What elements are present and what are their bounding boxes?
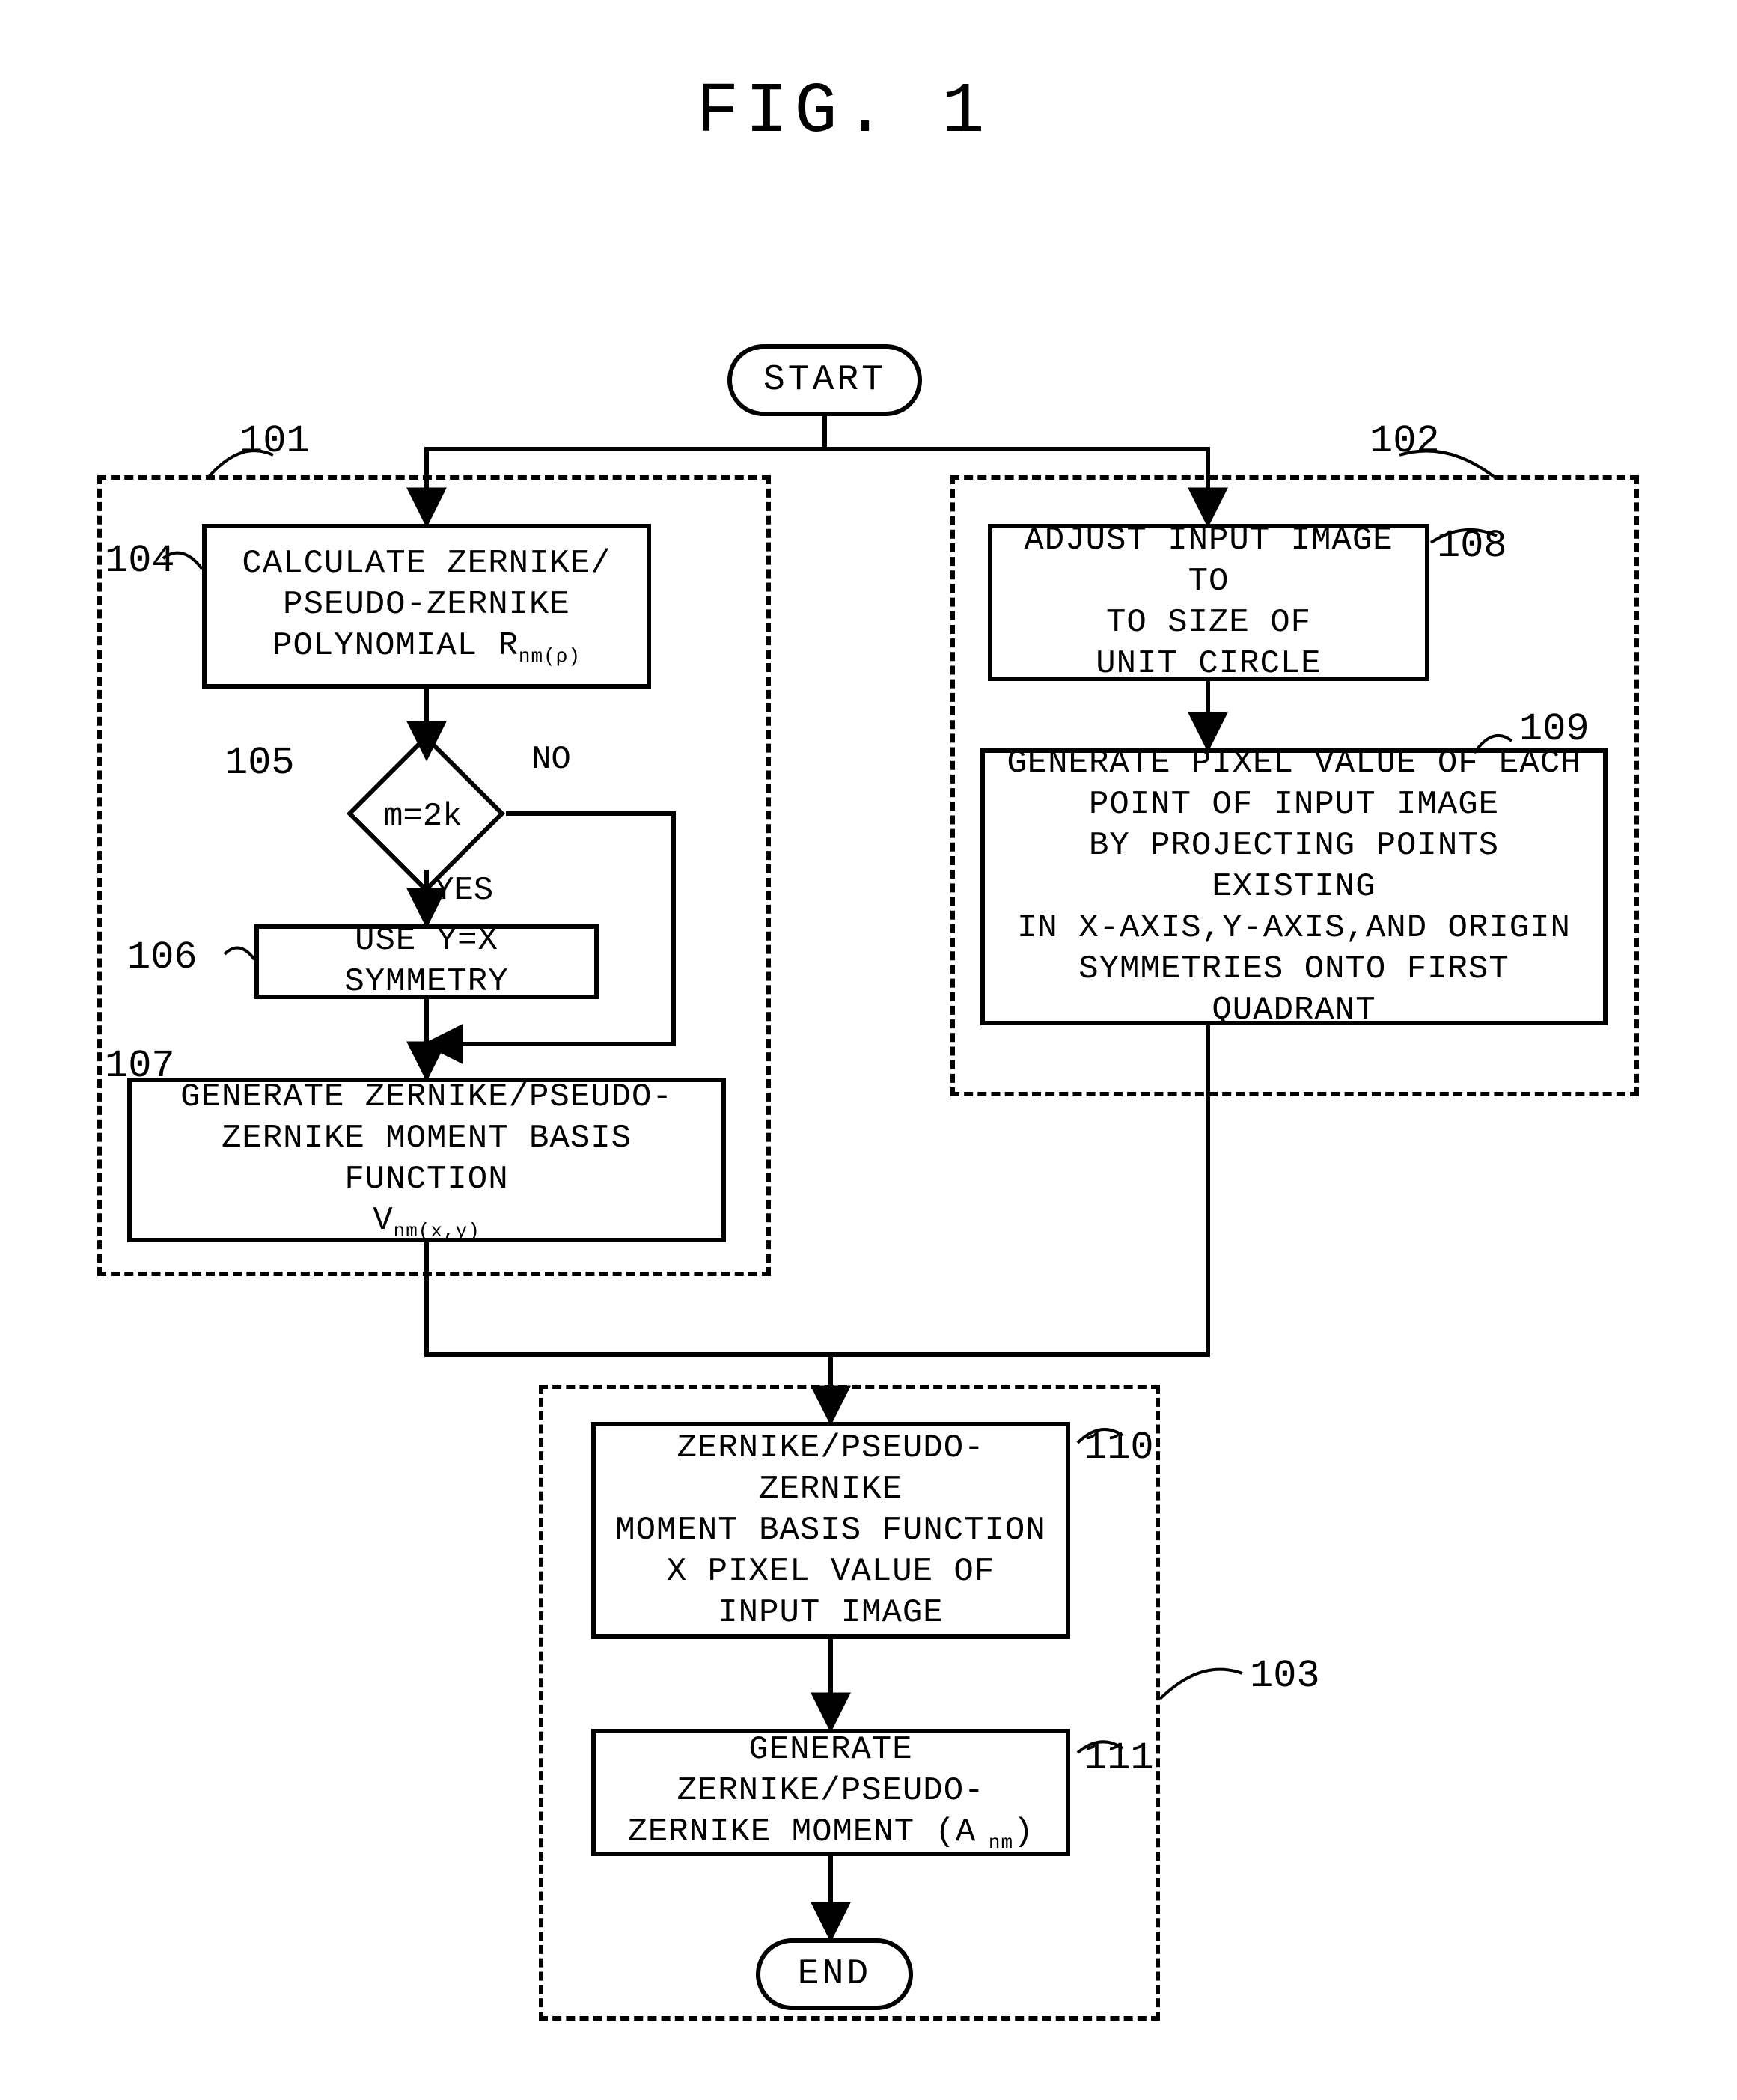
start-terminal: START (727, 344, 922, 416)
p109-l3: BY PROJECTING POINTS EXISTING (1089, 827, 1499, 906)
decision-105-text: m=2k (320, 798, 526, 835)
figure-title: FIG. 1 (696, 71, 991, 153)
end-terminal: END (756, 1938, 913, 2010)
p111-sub: nm (976, 1831, 1013, 1854)
label-108: 108 (1437, 524, 1507, 568)
p109-l5: SYMMETRIES ONTO FIRST QUADRANT (1078, 950, 1509, 1029)
p104-l3: POLYNOMIAL R (272, 627, 519, 665)
p110-l1: ZERNIKE/PSEUDO-ZERNIKE (677, 1429, 984, 1508)
label-109: 109 (1519, 707, 1590, 751)
label-105: 105 (225, 741, 295, 785)
p110-l4: INPUT IMAGE (718, 1594, 943, 1632)
p106-text: USE Y=X SYMMETRY (272, 921, 581, 1003)
p107-l3: V (373, 1202, 393, 1239)
p109-l1: GENERATE PIXEL VALUE OF EACH (1007, 745, 1581, 782)
p111-l2a: ZERNIKE MOMENT (A (627, 1813, 976, 1851)
p111-l1: GENERATE ZERNIKE/PSEUDO- (677, 1731, 984, 1810)
p110-l2: MOMENT BASIS FUNCTION (615, 1512, 1046, 1549)
label-102: 102 (1370, 419, 1440, 463)
p104-l2: PSEUDO-ZERNIKE (283, 586, 570, 623)
process-107: GENERATE ZERNIKE/PSEUDO- ZERNIKE MOMENT … (127, 1078, 726, 1242)
p111-l2b: ) (1013, 1813, 1034, 1851)
label-no: NO (531, 741, 571, 778)
label-111: 111 (1084, 1736, 1154, 1780)
p107-l1: GENERATE ZERNIKE/PSEUDO- (180, 1078, 673, 1116)
process-106: USE Y=X SYMMETRY (254, 924, 599, 999)
process-104: CALCULATE ZERNIKE/ PSEUDO-ZERNIKE POLYNO… (202, 524, 651, 689)
p104-sub: nm(ρ) (519, 645, 581, 668)
label-yes: YES (434, 872, 493, 909)
label-110: 110 (1084, 1426, 1154, 1470)
p104-l1: CALCULATE ZERNIKE/ (242, 545, 611, 582)
process-109: GENERATE PIXEL VALUE OF EACH POINT OF IN… (980, 748, 1608, 1025)
label-106: 106 (127, 935, 198, 980)
p107-l2: ZERNIKE MOMENT BASIS FUNCTION (222, 1120, 632, 1198)
label-104: 104 (105, 539, 175, 583)
p110-l3: X PIXEL VALUE OF (667, 1553, 995, 1590)
process-111: GENERATE ZERNIKE/PSEUDO- ZERNIKE MOMENT … (591, 1729, 1070, 1856)
label-103: 103 (1250, 1654, 1320, 1698)
p108-l3: UNIT CIRCLE (1096, 645, 1321, 683)
end-label: END (798, 1954, 871, 1994)
process-108: ADJUST INPUT IMAGE TO TO SIZE OF UNIT CI… (988, 524, 1429, 681)
start-label: START (763, 360, 886, 400)
p107-sub: nm(x,y) (394, 1220, 480, 1242)
p108-l2: TO SIZE OF (1106, 604, 1311, 641)
p109-l2: POINT OF INPUT IMAGE (1089, 786, 1499, 823)
leader-lead103 (1160, 1670, 1242, 1699)
p109-l4: IN X-AXIS,Y-AXIS,AND ORIGIN (1017, 909, 1571, 947)
label-101: 101 (239, 419, 310, 463)
p108-l1: ADJUST INPUT IMAGE TO (1024, 522, 1393, 600)
process-110: ZERNIKE/PSEUDO-ZERNIKE MOMENT BASIS FUNC… (591, 1422, 1070, 1639)
label-107: 107 (105, 1044, 175, 1088)
